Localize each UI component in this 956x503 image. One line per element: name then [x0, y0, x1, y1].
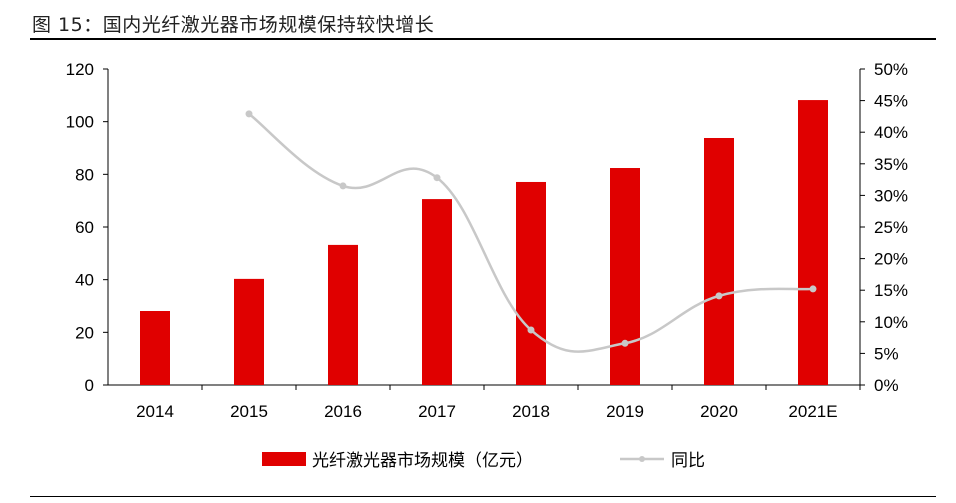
bar-2021E: [798, 100, 828, 385]
right-tick-label: 35%: [874, 155, 908, 174]
left-tick-label: 0: [85, 376, 94, 395]
legend-line-label: 同比: [671, 451, 705, 471]
right-tick-label: 40%: [874, 123, 908, 142]
bar-2020: [704, 137, 734, 385]
right-tick-label: 30%: [874, 186, 908, 205]
bottom-rule: [30, 496, 936, 497]
right-tick-label: 45%: [874, 92, 908, 111]
right-tick-label: 20%: [874, 250, 908, 269]
left-tick-label: 80: [75, 165, 94, 184]
bar-2014: [140, 311, 170, 385]
right-tick-label: 5%: [874, 344, 899, 363]
yoy-point-2015: [245, 110, 253, 118]
x-tick-label: 2016: [324, 402, 362, 421]
left-tick-label: 60: [75, 218, 94, 237]
bar-2017: [422, 199, 452, 385]
x-tick-label: 2019: [606, 402, 644, 421]
legend-bar-label: 光纤激光器市场规模（亿元）: [312, 451, 533, 471]
bar-2019: [610, 168, 640, 385]
yoy-point-2018: [527, 326, 535, 334]
title-rule: [30, 38, 936, 40]
right-tick-label: 10%: [874, 313, 908, 332]
yoy-point-2019: [621, 339, 629, 347]
left-tick-label: 20: [75, 323, 94, 342]
left-tick-label: 40: [75, 271, 94, 290]
legend-line-marker: [639, 456, 645, 462]
x-tick-label: 2020: [700, 402, 738, 421]
bar-2018: [516, 181, 546, 385]
right-tick-label: 50%: [874, 60, 908, 79]
yoy-point-2020: [715, 292, 723, 300]
yoy-point-2017: [433, 174, 441, 182]
x-tick-label: 2018: [512, 402, 550, 421]
x-tick-label: 2021E: [788, 402, 837, 421]
right-tick-label: 0%: [874, 376, 899, 395]
figure-title: 图 15：国内光纤激光器市场规模保持较快增长: [32, 14, 435, 36]
x-tick-label: 2014: [136, 402, 174, 421]
x-tick-label: 2015: [230, 402, 268, 421]
x-tick-label: 2017: [418, 402, 456, 421]
right-tick-label: 15%: [874, 281, 908, 300]
left-tick-label: 120: [66, 60, 94, 79]
right-tick-label: 25%: [874, 218, 908, 237]
yoy-point-2016: [339, 182, 347, 190]
bar-2015: [234, 278, 264, 385]
left-tick-label: 100: [66, 113, 94, 132]
legend-bar-swatch: [262, 452, 306, 466]
bar-2016: [328, 244, 358, 385]
yoy-point-2021E: [809, 285, 817, 293]
